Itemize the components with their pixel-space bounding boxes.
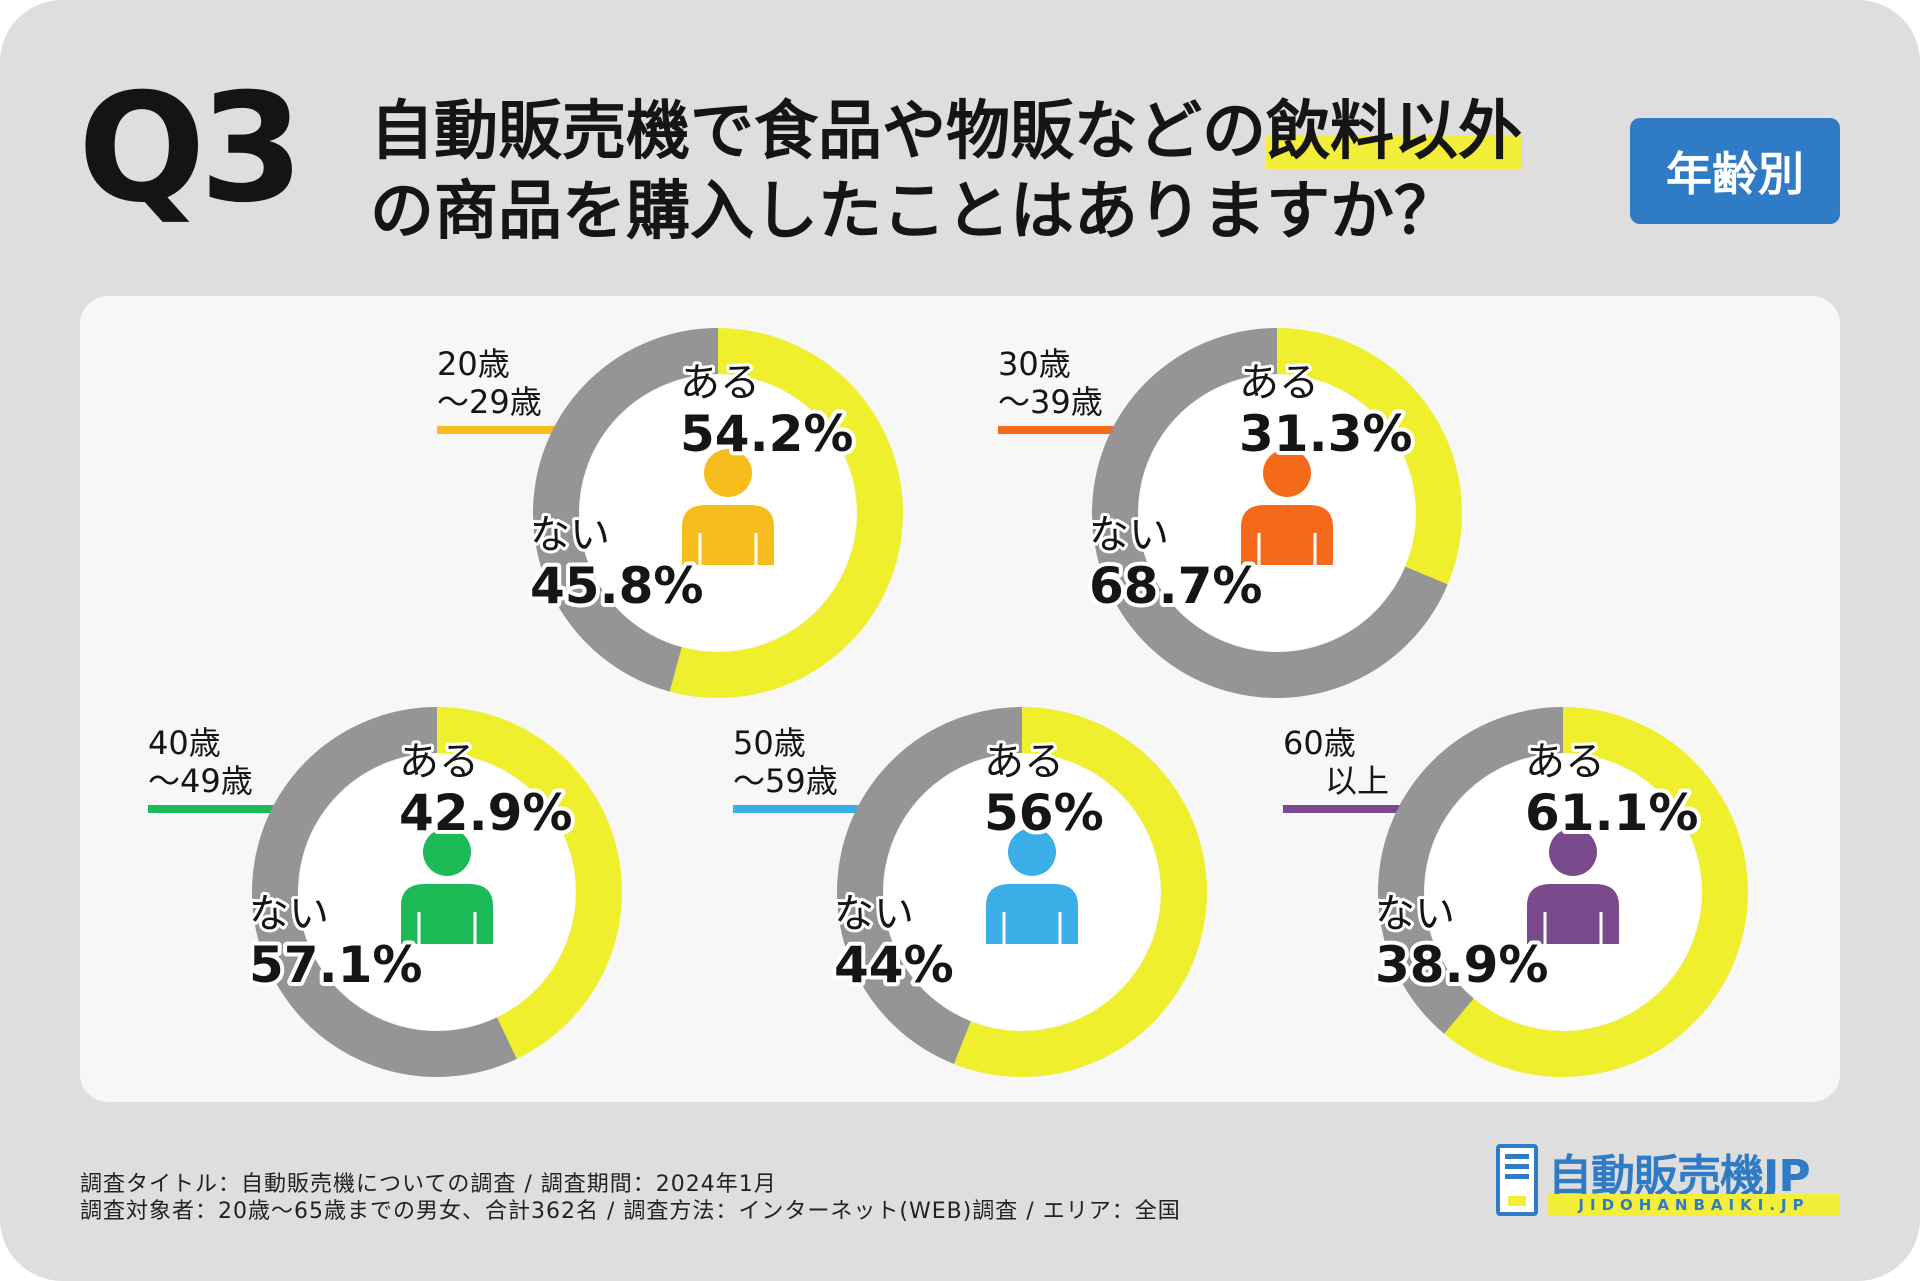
yes-value: 61.1% [1525, 784, 1698, 842]
person-head [423, 828, 471, 876]
survey-info-line-2: 調査対象者：20歳～65歳までの男女、合計362名 / 調査方法：インターネット… [80, 1199, 1181, 1224]
age-group-label-line-2: ～49歳 [148, 762, 253, 800]
no-value: 38.9% [1375, 936, 1548, 994]
donut-segment-no [252, 707, 517, 1077]
person-icon [1241, 449, 1333, 565]
donut-segment-no [533, 328, 719, 692]
person-body [682, 505, 774, 565]
age-group-label-line-1: 30歳 [998, 345, 1071, 383]
yes-label: ある [1239, 360, 1319, 406]
donut-segment-yes [1276, 328, 1462, 585]
person-icon [401, 828, 493, 944]
person-head [704, 449, 752, 497]
yes-label: ある [680, 360, 760, 406]
donut-segment-no [1092, 328, 1448, 698]
age-group-label-line-2: ～29歳 [437, 383, 542, 421]
donut-segment-yes [436, 707, 622, 1059]
yes-label: ある [984, 739, 1064, 785]
person-body [1241, 505, 1333, 565]
no-value: 57.1% [249, 936, 422, 994]
yes-value: 42.9% [399, 784, 572, 842]
age-group-label-line-1: 60歳 [1283, 724, 1356, 762]
question-title-highlight: 飲料以外 [1266, 95, 1522, 169]
donut-segment-yes [669, 328, 903, 698]
person-icon [682, 449, 774, 565]
yes-label: ある [1525, 739, 1605, 785]
person-head [1263, 449, 1311, 497]
person-icon [1527, 828, 1619, 944]
logo-name: 自動販売機JP [1548, 1151, 1811, 1202]
donut-segment-no [1378, 707, 1564, 1034]
donut-segment-no [837, 707, 1023, 1064]
no-value: 45.8% [530, 557, 703, 615]
no-value: 68.7% [1089, 557, 1262, 615]
no-label: ない [1375, 891, 1455, 937]
question-number: Q3 [78, 62, 304, 236]
site-logo: 自動販売機JP JIDOHANBAIKI.JP [1496, 1144, 1840, 1222]
person-body [986, 884, 1078, 944]
vending-machine-icon [1496, 1144, 1538, 1216]
person-head [1549, 828, 1597, 876]
survey-info-line-1: 調査タイトル：自動販売機についての調査 / 調査期間：2024年1月 [80, 1172, 777, 1197]
donut-segment-yes [953, 707, 1207, 1077]
no-label: ない [249, 891, 329, 937]
age-group-label-line-1: 50歳 [733, 724, 806, 762]
no-label: ない [530, 512, 610, 558]
yes-value: 54.2% [680, 405, 853, 463]
no-label: ない [834, 891, 914, 937]
age-category-badge: 年齢別 [1630, 118, 1840, 224]
yes-label: ある [399, 739, 479, 785]
yes-value: 56% [984, 784, 1104, 842]
question-title-line-1: 自動販売機で食品や物販などの飲料以外 [370, 95, 1522, 169]
person-head [1008, 828, 1056, 876]
donut-segment-yes [1444, 707, 1748, 1077]
no-label: ない [1089, 512, 1169, 558]
no-value: 44% [834, 936, 954, 994]
age-group-label-line-2: ～59歳 [733, 762, 838, 800]
age-group-label-line-2: 以上 [1325, 762, 1389, 800]
person-body [1527, 884, 1619, 944]
yes-value: 31.3% [1239, 405, 1412, 463]
question-title-line-2: の商品を購入したことはありますか？ [370, 175, 1458, 249]
age-group-label-line-1: 20歳 [437, 345, 510, 383]
person-icon [986, 828, 1078, 944]
question-title-main: 自動販売機で食品や物販などの [370, 95, 1266, 169]
age-group-label-line-2: ～39歳 [998, 383, 1103, 421]
age-group-label-line-1: 40歳 [148, 724, 221, 762]
person-body [401, 884, 493, 944]
logo-url: JIDOHANBAIKI.JP [1548, 1194, 1840, 1216]
